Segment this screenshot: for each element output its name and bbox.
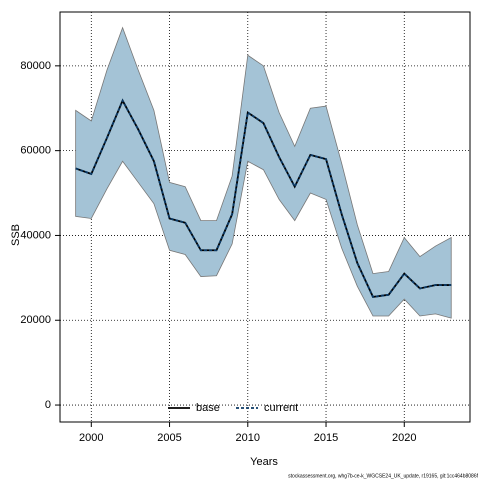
- y-axis-label: SSB: [10, 224, 22, 246]
- x-tick-label: 2020: [392, 432, 416, 444]
- series-line: [75, 98, 452, 298]
- y-tick-label: 60000: [20, 145, 51, 157]
- x-axis-label: Years: [250, 456, 278, 468]
- x-tick-label: 2015: [314, 432, 338, 444]
- footer: stockassessment.org, whg7b-ce-k_WGCSE24_…: [288, 473, 478, 479]
- y-tick-label: 80000: [20, 60, 51, 72]
- y-tick-label: 40000: [20, 229, 51, 241]
- x-tick-label: 2010: [236, 432, 260, 444]
- plot-frame: [59, 11, 471, 423]
- confidence-band: [75, 26, 452, 319]
- legend-label: base: [196, 402, 220, 414]
- y-tick-label: 20000: [20, 314, 51, 326]
- x-tick-label: 2005: [157, 432, 181, 444]
- legend-label: current: [264, 402, 298, 414]
- x-tick-label: 2000: [79, 432, 103, 444]
- y-tick-label: 0: [45, 399, 51, 411]
